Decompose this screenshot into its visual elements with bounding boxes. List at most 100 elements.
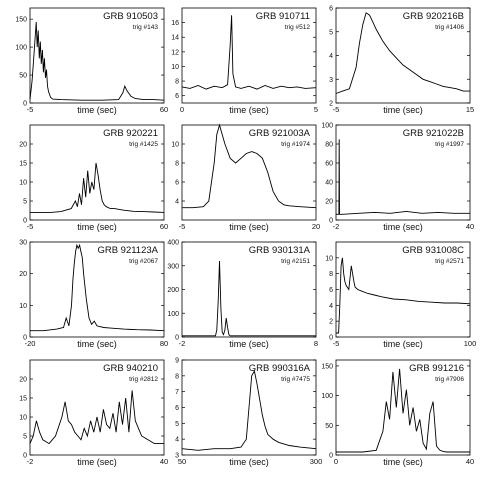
plot-frame: [181, 241, 317, 338]
x-tick-label: 40: [160, 457, 168, 466]
x-tick-label: 40: [466, 457, 474, 466]
lightcurve-panel: 4 6 8 10 -5 20 time (sec) GRB 921003A trig #1974: [171, 123, 320, 232]
lightcurve-series: [336, 368, 470, 453]
chart-title: GRB 990316A: [249, 363, 311, 374]
lightcurve-series: [29, 21, 165, 101]
x-tick-label: 40: [466, 222, 474, 231]
y-tick-label: 6: [329, 287, 333, 294]
plot-frame: [335, 359, 471, 456]
chart-title: GRB 910711: [256, 11, 310, 22]
chart-title: GRB 920216B: [403, 11, 464, 22]
y-tick-label: 12: [171, 49, 179, 56]
x-tick-label: 0: [180, 105, 184, 114]
chart-subtitle: trig #512: [285, 24, 311, 31]
y-tick-label: 2: [329, 319, 333, 326]
x-tick-label: 60: [160, 105, 168, 114]
y-tick-label: 5: [329, 29, 333, 36]
y-tick-label: 80: [325, 142, 333, 149]
chart-title: GRB 930131A: [249, 245, 311, 256]
y-tick-label: 5: [23, 199, 27, 206]
x-axis-label: time (sec): [383, 105, 423, 115]
lightcurve-series: [181, 369, 317, 451]
y-tick-label: 150: [15, 17, 27, 24]
lightcurve-panel: 0 20 40 60 80 100 -2 40 time (sec) GRB 921022B tri…: [321, 123, 474, 233]
x-tick-label: -5: [333, 339, 340, 348]
x-axis-label: time (sec): [229, 339, 269, 349]
y-tick-label: 20: [325, 199, 333, 206]
x-axis-label: time (sec): [229, 457, 269, 467]
y-tick-label: 150: [321, 363, 333, 370]
chart-subtitle: trig #1997: [435, 141, 464, 148]
lightcurve-series: [29, 390, 164, 445]
x-axis-label: time (sec): [383, 222, 423, 232]
y-tick-label: 20: [19, 142, 27, 149]
x-axis-label: time (sec): [383, 339, 423, 349]
plot-frame: [181, 124, 317, 221]
y-tick-label: 8: [175, 161, 179, 168]
x-tick-label: 100: [464, 339, 477, 348]
y-tick-label: 3: [329, 77, 333, 84]
y-tick-label: 10: [19, 180, 27, 187]
x-tick-label: 50: [178, 457, 186, 466]
lightcurve-panel: 6 8 10 12 14 16 0 5 time (sec) GRB 910711 trig #51…: [171, 7, 318, 115]
x-axis-label: time (sec): [229, 105, 269, 115]
x-tick-label: -2: [27, 457, 34, 466]
y-tick-label: 100: [321, 393, 333, 400]
x-tick-label: -2: [333, 222, 340, 231]
lightcurve-panel: 0 2 4 6 8 10 -5 100 time (sec) GRB 931008C trig #2…: [325, 241, 477, 349]
chart-subtitle: trig #2067: [129, 258, 158, 265]
chart-subtitle: trig #2151: [281, 258, 310, 265]
chart-subtitle: trig #1974: [281, 141, 310, 148]
lightcurve-series: [335, 12, 470, 94]
chart-title: GRB 940210: [103, 363, 158, 374]
chart-title: GRB 931008C: [402, 245, 464, 256]
y-tick-label: 60: [325, 161, 333, 168]
y-tick-label: 4: [175, 199, 179, 206]
y-tick-label: 5: [175, 421, 179, 428]
y-tick-label: 0: [329, 218, 333, 225]
y-tick-label: 0: [175, 335, 179, 342]
y-tick-label: 9: [175, 358, 179, 365]
x-tick-label: -20: [25, 339, 36, 348]
lightcurve-panel: 0 5 10 15 20 -2 40 time (sec) GRB 940210 trig #28…: [19, 359, 168, 467]
chart-subtitle: trig #2812: [129, 376, 158, 383]
y-tick-label: 200: [167, 287, 179, 294]
lightcurve-panel: 3 4 5 6 7 8 9 50 300 time (sec) GRB 990316A trig #7…: [175, 358, 322, 468]
x-tick-label: 20: [312, 222, 320, 231]
lightcurve-series: [336, 257, 471, 334]
x-tick-label: 300: [310, 457, 323, 466]
plot-frame: [335, 241, 471, 338]
y-tick-label: 40: [325, 180, 333, 187]
lightcurve-series: [181, 15, 317, 90]
lightcurve-panel: 0 5 10 15 20 -5 60 time (sec) GRB 920221 trig #14…: [19, 124, 168, 232]
chart-title: GRB 921123A: [97, 245, 158, 256]
lightcurve-series: [182, 260, 316, 337]
y-tick-label: 16: [171, 20, 179, 27]
y-tick-label: 8: [175, 373, 179, 380]
y-tick-label: 15: [19, 161, 27, 168]
x-tick-label: 8: [314, 339, 318, 348]
x-tick-label: -5: [179, 222, 186, 231]
y-tick-label: 3: [175, 453, 179, 460]
y-tick-label: 100: [167, 311, 179, 318]
y-tick-label: 0: [23, 101, 27, 108]
plot-frame: [335, 124, 471, 221]
lightcurve-panel: 0 10 20 30 -20 80 time (sec) GRB 921123A trig #2…: [19, 240, 168, 350]
lightcurve-panel: 0 50 100 150 -5 60 time (sec) GRB 910503 trig #1…: [15, 7, 168, 115]
y-tick-label: 7: [175, 389, 179, 396]
y-tick-label: 15: [19, 396, 27, 403]
chart-subtitle: trig #1406: [435, 24, 464, 31]
y-tick-label: 30: [19, 240, 27, 247]
chart-title: GRB 910503: [103, 11, 158, 22]
y-tick-label: 0: [23, 218, 27, 225]
y-tick-label: 6: [175, 180, 179, 187]
chart-subtitle: trig #2571: [435, 258, 464, 265]
y-tick-label: 10: [325, 255, 333, 262]
y-tick-label: 14: [171, 35, 179, 42]
plot-frame: [29, 359, 165, 456]
x-tick-label: -2: [179, 339, 186, 348]
x-axis-label: time (sec): [383, 457, 423, 467]
x-tick-label: -5: [27, 222, 34, 231]
x-tick-label: -5: [27, 105, 34, 114]
